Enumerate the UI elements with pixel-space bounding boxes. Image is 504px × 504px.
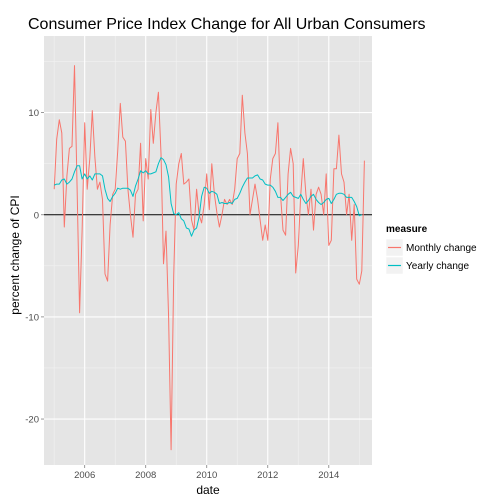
x-tick-label: 2012	[257, 470, 278, 481]
series-line-1	[54, 157, 363, 237]
y-axis-ticks: 10 0 -10 -20	[25, 108, 44, 426]
y-tick-label: 0	[34, 210, 39, 221]
chart-title: Consumer Price Index Change for All Urba…	[28, 16, 426, 33]
legend: measure Monthly change Yearly change	[385, 224, 477, 275]
x-tick-label: 2014	[318, 470, 339, 481]
x-axis-title: date	[196, 483, 220, 497]
x-tick-label: 2010	[196, 470, 217, 481]
y-tick-label: 10	[28, 108, 39, 119]
x-tick-label: 2006	[74, 470, 95, 481]
legend-title: measure	[386, 224, 428, 235]
legend-item: Monthly change	[385, 238, 477, 257]
plot-panel	[44, 36, 372, 465]
legend-label: Yearly change	[406, 261, 469, 272]
x-axis-ticks: 2006 2008 2010 2012 2014	[74, 465, 339, 481]
legend-items: Monthly change Yearly change	[385, 238, 477, 275]
y-tick-label: -10	[25, 312, 39, 323]
y-tick-label: -20	[25, 415, 39, 426]
series-line-0	[53, 65, 365, 451]
legend-item: Yearly change	[385, 256, 469, 275]
legend-label: Monthly change	[406, 243, 477, 254]
y-axis-title: percent change of CPI	[8, 195, 22, 314]
x-tick-label: 2008	[135, 470, 156, 481]
series-lines	[53, 65, 365, 451]
